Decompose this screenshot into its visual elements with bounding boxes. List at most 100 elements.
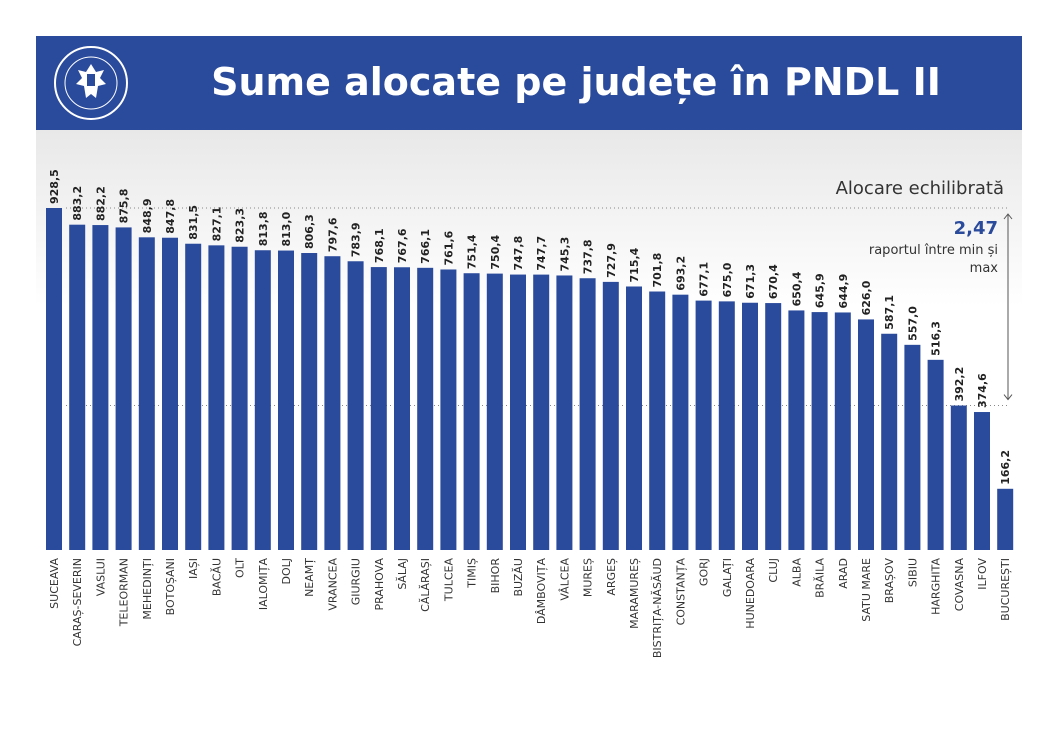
category-label: SATU MARE xyxy=(860,558,873,622)
bar-value-label: 557,0 xyxy=(906,306,919,341)
category-label: COVASNA xyxy=(953,558,966,612)
category-label: ILFOV xyxy=(976,558,989,590)
bar xyxy=(858,319,874,550)
category-label: CĂLĂRAȘI xyxy=(419,558,432,612)
bar-value-label: 875,8 xyxy=(118,189,131,224)
bar-value-label: 166,2 xyxy=(999,450,1012,485)
bar xyxy=(486,273,503,550)
bar-value-label: 882,2 xyxy=(94,186,107,221)
bar xyxy=(254,250,271,550)
category-label: BISTRIȚA-NĂSĂUD xyxy=(651,558,664,658)
bar-value-label: 645,9 xyxy=(814,273,827,308)
bar-value-label: 823,3 xyxy=(234,208,247,243)
arrow-head-down xyxy=(1003,394,1013,401)
bar xyxy=(301,253,318,550)
bar xyxy=(718,301,735,550)
bar-value-label: 806,3 xyxy=(303,214,316,249)
category-label: VRANCEA xyxy=(326,558,339,611)
bar xyxy=(533,274,550,550)
bar-value-label: 767,6 xyxy=(396,228,409,263)
category-label: SUCEAVA xyxy=(48,558,61,609)
bar-value-label: 883,2 xyxy=(71,186,84,221)
category-label: ARGEȘ xyxy=(605,558,618,596)
bar-value-label: 670,4 xyxy=(767,264,780,299)
bar-value-label: 671,3 xyxy=(744,264,757,299)
category-label: IALOMIȚA xyxy=(257,558,270,611)
bar xyxy=(46,208,62,550)
bar xyxy=(463,273,480,550)
category-label: BUZĂU xyxy=(512,558,525,597)
bar xyxy=(347,261,364,550)
category-label: SĂLAJ xyxy=(396,558,409,590)
bar-value-label: 693,2 xyxy=(674,256,687,291)
bar xyxy=(950,405,967,550)
bar-value-label: 783,9 xyxy=(350,222,363,257)
bar xyxy=(602,281,619,550)
bar-value-label: 747,7 xyxy=(535,236,548,271)
bar xyxy=(394,267,410,550)
category-label: CLUJ xyxy=(767,558,780,583)
bar xyxy=(69,224,86,551)
bar xyxy=(92,225,109,550)
header-banner: Sume alocate pe județe în PNDL II xyxy=(36,36,1022,130)
bar-value-label: 516,3 xyxy=(930,321,943,356)
category-label: NEAMȚ xyxy=(303,558,316,597)
bar xyxy=(742,302,758,550)
category-label: OLT xyxy=(234,558,247,578)
bar-value-label: 677,1 xyxy=(698,262,711,297)
category-label: BRAȘOV xyxy=(883,558,896,604)
bar-value-label: 847,8 xyxy=(164,199,177,234)
bar xyxy=(695,300,712,550)
category-label: SIBIU xyxy=(906,558,919,587)
category-label: ALBA xyxy=(790,558,803,587)
bar xyxy=(834,312,851,550)
bar-value-label: 751,4 xyxy=(466,234,479,269)
category-label: BIHOR xyxy=(489,558,502,594)
bar-chart: 928,5 SUCEAVA 883,2 CARAȘ-SEVERIN 882,2 VASLU… xyxy=(46,169,1014,658)
category-label: CARAȘ-SEVERIN xyxy=(71,558,84,646)
bar-value-label: 675,0 xyxy=(721,262,734,297)
bar xyxy=(138,237,155,550)
page-title: Sume alocate pe județe în PNDL II xyxy=(211,60,941,104)
category-label: BUCUREȘTI xyxy=(999,558,1012,621)
bar xyxy=(162,237,178,550)
category-label: GIURGIU xyxy=(350,558,363,605)
category-label: DÂMBOVIȚA xyxy=(535,558,548,625)
bar-value-label: 797,6 xyxy=(326,217,339,252)
category-label: TIMIȘ xyxy=(466,558,479,589)
bar xyxy=(672,294,689,550)
bar xyxy=(231,246,248,550)
government-emblem-icon xyxy=(54,46,128,120)
annotation-title: Alocare echilibrată xyxy=(835,178,1004,199)
category-label: TULCEA xyxy=(442,558,455,603)
bar xyxy=(208,245,225,550)
category-label: HUNEDOARA xyxy=(744,558,757,629)
bar xyxy=(974,412,990,550)
bar xyxy=(278,250,294,550)
category-label: VASLUI xyxy=(94,558,107,596)
bar xyxy=(579,278,596,550)
category-label: IAȘI xyxy=(187,558,200,579)
bar xyxy=(788,310,805,550)
bar xyxy=(927,359,944,550)
category-label: ARAD xyxy=(837,558,850,589)
bar xyxy=(556,275,573,550)
bar xyxy=(649,291,666,550)
bar-value-label: 766,1 xyxy=(419,229,432,264)
bar-value-label: 761,6 xyxy=(442,230,455,265)
bar-value-label: 715,4 xyxy=(628,247,641,282)
bar-value-label: 848,9 xyxy=(141,199,154,234)
bar-value-label: 737,8 xyxy=(582,239,595,274)
bar xyxy=(440,269,457,550)
category-label: DOLJ xyxy=(280,558,293,585)
arrow-head-up xyxy=(1003,213,1013,220)
bar-value-label: 928,5 xyxy=(48,169,61,204)
category-label: BOTOȘANI xyxy=(164,558,177,615)
bar xyxy=(881,333,898,550)
bar xyxy=(904,344,921,550)
bar-value-label: 587,1 xyxy=(883,295,896,330)
bar-value-label: 626,0 xyxy=(860,280,873,315)
bar xyxy=(324,256,341,550)
bar-value-label: 827,1 xyxy=(210,207,223,242)
bar-value-label: 701,8 xyxy=(651,253,664,288)
